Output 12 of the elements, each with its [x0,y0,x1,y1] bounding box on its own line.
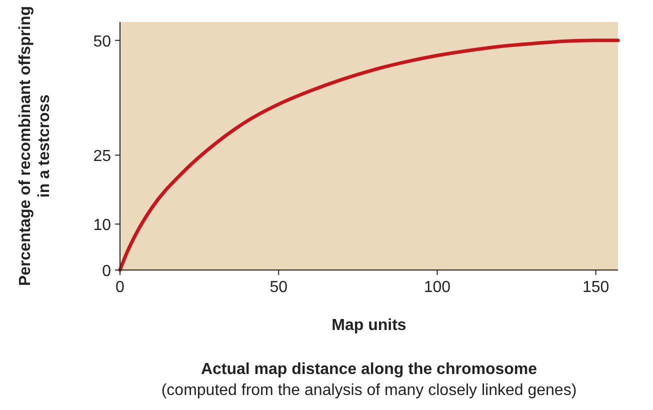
x-tick-label: 0 [116,279,125,296]
x-tick-label: 150 [582,279,610,296]
text: (computed from the analysis of many closely linked genes) [161,382,577,399]
y-tick-label: 25 [93,148,112,166]
x-tick-label: 50 [270,279,288,296]
y-tick-label: 10 [93,217,112,234]
y-axis-title: Percentage of recombinant offspring in a testcross [17,6,53,286]
text: Actual map distance along the chromosome [200,361,538,378]
x-axis-title: Map units [332,317,406,334]
y-tick-label: 0 [102,263,112,280]
x-tick-label: 100 [424,279,451,296]
y-tick-label: 50 [93,33,112,50]
